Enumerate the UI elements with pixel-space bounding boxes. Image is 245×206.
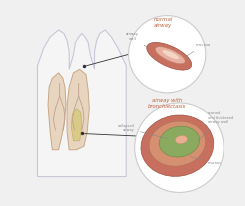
Text: collapsed
airway: collapsed airway bbox=[118, 124, 169, 139]
Polygon shape bbox=[71, 109, 82, 141]
Polygon shape bbox=[37, 30, 126, 177]
Ellipse shape bbox=[175, 135, 187, 144]
Ellipse shape bbox=[149, 121, 206, 166]
Polygon shape bbox=[48, 73, 66, 150]
Circle shape bbox=[129, 16, 206, 93]
Ellipse shape bbox=[155, 47, 185, 64]
Ellipse shape bbox=[162, 50, 179, 59]
Text: airway
wall: airway wall bbox=[126, 32, 149, 49]
Text: normal
airway: normal airway bbox=[153, 17, 173, 28]
Text: mucosa: mucosa bbox=[186, 43, 211, 57]
Circle shape bbox=[135, 103, 224, 192]
Ellipse shape bbox=[147, 42, 192, 70]
Ellipse shape bbox=[159, 126, 200, 157]
Polygon shape bbox=[67, 69, 89, 150]
Ellipse shape bbox=[141, 115, 214, 176]
Text: airway with
bronchiectasis: airway with bronchiectasis bbox=[148, 98, 186, 109]
Text: mucous: mucous bbox=[190, 157, 222, 165]
Text: scarred
and thickened
airway wall: scarred and thickened airway wall bbox=[197, 111, 233, 142]
